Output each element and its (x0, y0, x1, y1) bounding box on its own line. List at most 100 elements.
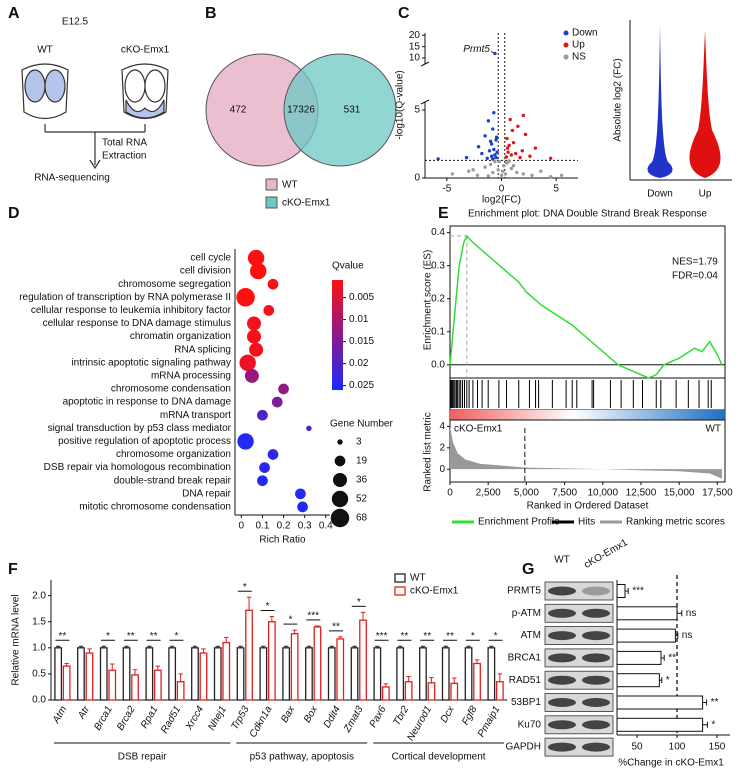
bar (122, 647, 131, 701)
ranking-gradient (450, 410, 725, 420)
stage-label: E12.5 (62, 17, 89, 28)
point (510, 128, 515, 133)
term-label: intrinsic apoptotic signaling pathway (71, 357, 231, 368)
bar (616, 606, 678, 621)
blot-column: WT (554, 555, 570, 566)
x-tick-label: 0.2 (277, 521, 291, 532)
x-tick-label: 12,500 (626, 488, 657, 499)
x-tick-label: Bax (279, 703, 298, 724)
bar (62, 665, 71, 701)
y-tick-label: 10 (409, 53, 421, 64)
term-label: cell cycle (190, 253, 231, 264)
panel-label: C (398, 5, 410, 22)
point (499, 173, 504, 177)
point (507, 143, 511, 148)
bar (616, 628, 676, 643)
dot (257, 475, 268, 487)
point (464, 155, 469, 160)
point (521, 113, 526, 118)
dot (306, 425, 312, 432)
point (480, 151, 484, 156)
bar (267, 621, 276, 701)
point (523, 132, 528, 137)
x-tick-label: Xrcc4 (183, 704, 206, 733)
point (486, 174, 491, 178)
point (493, 159, 497, 164)
significance: ** (446, 631, 454, 642)
term-label: cell division (180, 266, 231, 277)
point (530, 173, 534, 177)
blot-band (548, 720, 576, 730)
significance: *** (632, 586, 644, 597)
x-tick-label: 0.1 (255, 521, 269, 532)
legend-swatch (394, 586, 406, 596)
blot-band (548, 631, 576, 641)
group-label: Cortical development (392, 752, 486, 763)
bar (85, 652, 94, 701)
x-tick-label: Tbr2 (391, 704, 411, 728)
venn-count: 531 (344, 105, 361, 116)
dot (297, 501, 308, 513)
bar (450, 682, 459, 701)
y-axis-label: Relative mRNA level (11, 594, 22, 685)
x-tick-label: Fgf8 (460, 704, 480, 727)
term-label: signal transduction by p53 class mediato… (48, 423, 232, 434)
legend-marker (563, 54, 569, 60)
significance: ** (711, 697, 719, 708)
point (533, 146, 538, 150)
point (548, 174, 553, 179)
x-axis-label: Rich Ratio (259, 535, 306, 546)
bar (427, 682, 436, 701)
colorbar-title: Qvalue (332, 261, 364, 272)
y-tick-label: 0.0 (32, 695, 46, 706)
result-label: RNA-sequencing (34, 173, 110, 184)
size-legend-label: 52 (356, 494, 368, 505)
blot-row-label: ATM (521, 630, 541, 641)
legend-label: cKO-Emx1 (282, 198, 331, 209)
blot-row-label: 53BP1 (511, 697, 541, 708)
bar (404, 681, 413, 701)
bar (245, 609, 253, 701)
point (509, 153, 514, 157)
point (483, 134, 487, 138)
blot-band (548, 742, 576, 752)
significance: * (494, 631, 498, 642)
y-tick-label: 0.0 (431, 359, 445, 370)
term-label: regulation of transcription by RNA polym… (19, 292, 231, 303)
bar (336, 638, 345, 701)
x-tick-label: 5 (553, 184, 559, 195)
point (500, 169, 505, 173)
size-legend-title: Gene Number (330, 419, 393, 430)
point (492, 111, 496, 115)
blot-row-label: GAPDH (505, 742, 541, 753)
y-tick-label: 2.0 (32, 590, 46, 601)
term-label: apoptotic in response to DNA damage (63, 397, 232, 408)
legend-marker (563, 42, 569, 48)
x-tick-label: 0 (499, 184, 505, 195)
x-tick-label: Box (302, 703, 321, 724)
bar (191, 647, 199, 701)
bar (145, 647, 154, 701)
annotation: Prmt5 (463, 44, 490, 55)
size-legend-dot (334, 455, 346, 467)
dot (250, 262, 267, 280)
y-axis-label: Absolute log2 (FC) (613, 58, 624, 141)
colorbar-label: 0.025 (349, 380, 374, 391)
point (503, 172, 508, 176)
colorbar-label: 0.02 (349, 358, 369, 369)
x-axis-label: Ranked in Ordered Dataset (527, 501, 649, 512)
term-label: mRNA transport (160, 410, 231, 421)
point (487, 149, 492, 153)
point (475, 173, 480, 177)
enrichment-line (449, 234, 723, 379)
blot-band (582, 586, 610, 596)
significance: * (106, 631, 110, 642)
point (528, 154, 532, 158)
y-tick-label: 0.3 (431, 260, 445, 271)
point (509, 166, 514, 171)
x-axis-label: %Change in cKO-Emx1 (618, 758, 724, 769)
dot (259, 462, 270, 473)
group-label: DSB repair (118, 752, 168, 763)
x-tick-label: 2,500 (476, 488, 501, 499)
point (495, 150, 499, 154)
